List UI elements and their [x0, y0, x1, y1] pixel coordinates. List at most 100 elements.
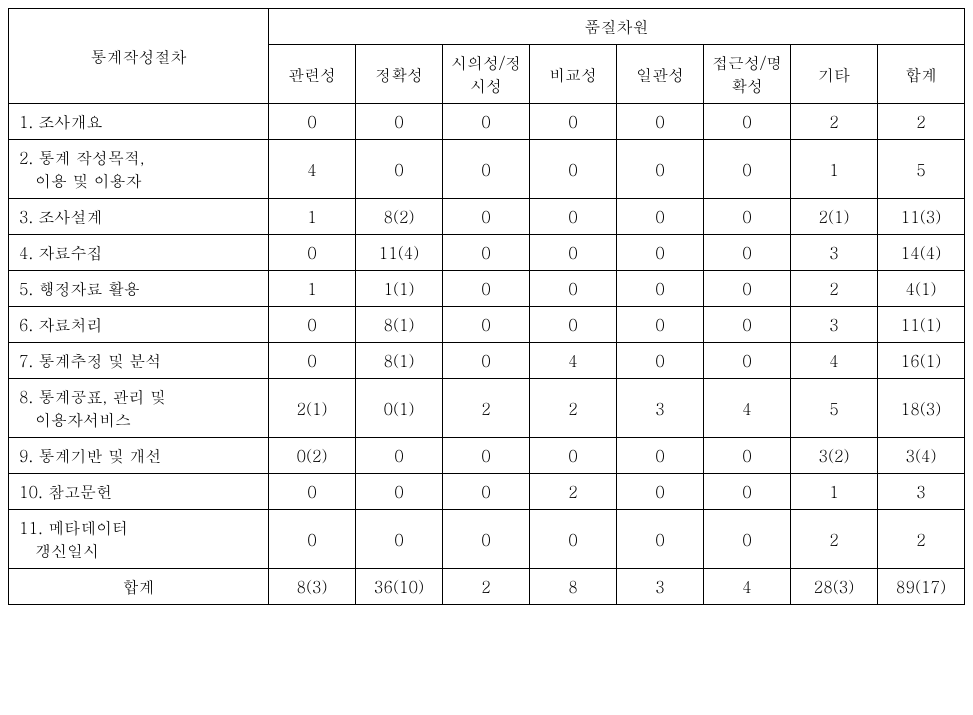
data-cell: 0(1): [356, 379, 443, 438]
data-cell: 1(1): [356, 271, 443, 307]
row-label-line2: 이용자서비스: [19, 408, 260, 431]
data-cell: 0: [617, 235, 704, 271]
data-cell: 0: [530, 271, 617, 307]
table-row: 3. 조사설계18(2)00002(1)11(3): [9, 199, 965, 235]
data-cell: 3: [878, 474, 965, 510]
table-row: 10. 참고문헌00020013: [9, 474, 965, 510]
data-cell: 0: [269, 474, 356, 510]
data-cell: 2(1): [791, 199, 878, 235]
total-row: 합계8(3)36(10)283428(3)89(17): [9, 569, 965, 605]
total-cell: 3: [617, 569, 704, 605]
quality-dimension-table: 통계작성절차 품질차원 관련성 정확성 시의성/정시성 비교성 일관성 접근성/…: [8, 8, 965, 605]
data-cell: 0: [443, 199, 530, 235]
row-label: 6. 자료처리: [9, 307, 269, 343]
data-cell: 2: [878, 104, 965, 140]
data-cell: 2: [791, 510, 878, 569]
data-cell: 0: [443, 510, 530, 569]
table-row: 1. 조사개요00000022: [9, 104, 965, 140]
data-cell: 0: [443, 343, 530, 379]
data-cell: 8(1): [356, 343, 443, 379]
data-cell: 0: [530, 438, 617, 474]
data-cell: 0: [704, 140, 791, 199]
data-cell: 2(1): [269, 379, 356, 438]
row-label-line2: 이용 및 이용자: [19, 169, 260, 192]
table-row: 2. 통계 작성목적,이용 및 이용자40000015: [9, 140, 965, 199]
data-cell: 0: [269, 307, 356, 343]
header-col-0: 관련성: [269, 45, 356, 104]
data-cell: 0: [704, 510, 791, 569]
data-cell: 1: [791, 140, 878, 199]
data-cell: 14(4): [878, 235, 965, 271]
data-cell: 2: [443, 379, 530, 438]
data-cell: 4(1): [878, 271, 965, 307]
data-cell: 11(4): [356, 235, 443, 271]
data-cell: 1: [269, 271, 356, 307]
data-cell: 2: [530, 474, 617, 510]
data-cell: 3: [791, 307, 878, 343]
data-cell: 0: [617, 438, 704, 474]
data-cell: 0: [443, 474, 530, 510]
data-cell: 4: [704, 379, 791, 438]
row-label-line1: 2. 통계 작성목적,: [19, 146, 260, 169]
data-cell: 0: [356, 104, 443, 140]
data-cell: 0: [530, 140, 617, 199]
data-cell: 0: [356, 140, 443, 199]
data-cell: 0: [704, 438, 791, 474]
data-cell: 0: [530, 104, 617, 140]
data-cell: 0: [704, 199, 791, 235]
data-cell: 0: [269, 510, 356, 569]
data-cell: 0: [617, 510, 704, 569]
header-col-3: 비교성: [530, 45, 617, 104]
data-cell: 4: [530, 343, 617, 379]
data-cell: 5: [878, 140, 965, 199]
header-col-1: 정확성: [356, 45, 443, 104]
data-cell: 4: [269, 140, 356, 199]
header-col-7: 합계: [878, 45, 965, 104]
row-label-line1: 11. 메타데이터: [19, 516, 260, 539]
total-label: 합계: [9, 569, 269, 605]
data-cell: 8(2): [356, 199, 443, 235]
data-cell: 0: [443, 438, 530, 474]
data-cell: 8(1): [356, 307, 443, 343]
total-cell: 8: [530, 569, 617, 605]
data-cell: 0: [356, 474, 443, 510]
table-row: 4. 자료수집011(4)0000314(4): [9, 235, 965, 271]
data-cell: 0: [617, 474, 704, 510]
row-label-line1: 8. 통계공표, 관리 및: [19, 385, 260, 408]
data-cell: 0: [443, 235, 530, 271]
table-row: 9. 통계기반 및 개선0(2)000003(2)3(4): [9, 438, 965, 474]
data-cell: 0: [269, 104, 356, 140]
data-cell: 0: [617, 271, 704, 307]
total-cell: 4: [704, 569, 791, 605]
header-col-4: 일관성: [617, 45, 704, 104]
row-label-line2: 갱신일시: [19, 539, 260, 562]
data-cell: 0: [704, 307, 791, 343]
total-cell: 28(3): [791, 569, 878, 605]
data-cell: 2: [791, 104, 878, 140]
data-cell: 0: [443, 271, 530, 307]
data-cell: 3: [791, 235, 878, 271]
data-cell: 0: [269, 235, 356, 271]
data-cell: 0: [617, 104, 704, 140]
data-cell: 0: [617, 343, 704, 379]
data-cell: 0: [356, 438, 443, 474]
data-cell: 0: [617, 307, 704, 343]
row-label: 2. 통계 작성목적,이용 및 이용자: [9, 140, 269, 199]
data-cell: 4: [791, 343, 878, 379]
data-cell: 3: [617, 379, 704, 438]
total-cell: 36(10): [356, 569, 443, 605]
row-label: 10. 참고문헌: [9, 474, 269, 510]
data-cell: 1: [791, 474, 878, 510]
data-cell: 0(2): [269, 438, 356, 474]
row-label: 8. 통계공표, 관리 및이용자서비스: [9, 379, 269, 438]
data-cell: 0: [269, 343, 356, 379]
row-label: 3. 조사설계: [9, 199, 269, 235]
data-cell: 3(4): [878, 438, 965, 474]
data-cell: 0: [617, 140, 704, 199]
table-row: 8. 통계공표, 관리 및이용자서비스2(1)0(1)2234518(3): [9, 379, 965, 438]
table-row: 6. 자료처리08(1)0000311(1): [9, 307, 965, 343]
data-cell: 0: [443, 140, 530, 199]
table-row: 5. 행정자료 활용11(1)000024(1): [9, 271, 965, 307]
row-label: 1. 조사개요: [9, 104, 269, 140]
header-col-5: 접근성/명확성: [704, 45, 791, 104]
